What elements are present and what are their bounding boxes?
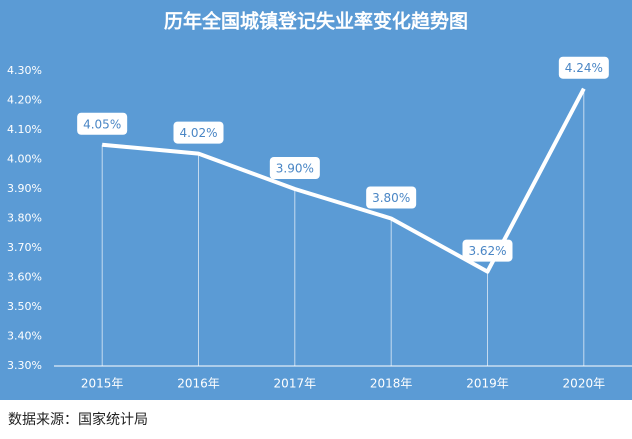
chart-title: 历年全国城镇登记失业率变化趋势图 [164, 10, 468, 33]
y-tick-label: 3.70% [7, 241, 42, 254]
value-label: 3.62% [468, 244, 506, 258]
label-box [173, 121, 224, 144]
x-tick-label: 2019年 [466, 377, 509, 391]
y-tick-label: 3.30% [7, 359, 42, 372]
value-label: 3.80% [372, 191, 410, 205]
y-tick-label: 3.50% [7, 300, 42, 313]
x-tick-label: 2018年 [370, 377, 413, 391]
x-tick-label: 2016年 [177, 377, 220, 391]
x-tick-label: 2015年 [81, 377, 124, 391]
value-label: 4.24% [565, 61, 603, 75]
label-box [366, 186, 417, 209]
source-note: 数据来源：国家统计局 [8, 411, 148, 428]
y-tick-label: 4.00% [7, 153, 42, 166]
y-tick-label: 3.80% [7, 212, 42, 225]
x-tick-label: 2017年 [274, 377, 317, 391]
value-label: 4.05% [83, 117, 121, 131]
label-box [462, 239, 513, 262]
y-tick-label: 3.60% [7, 271, 42, 284]
label-box [269, 157, 320, 179]
y-tick-label: 4.20% [7, 94, 42, 107]
y-tick-label: 3.40% [7, 330, 42, 343]
y-tick-label: 4.30% [7, 64, 42, 77]
y-tick-label: 4.10% [7, 123, 42, 136]
label-box [558, 56, 609, 79]
value-label: 4.02% [179, 126, 217, 140]
y-tick-label: 3.90% [7, 182, 42, 195]
footer-background [0, 400, 632, 439]
value-label: 3.90% [276, 162, 314, 176]
label-box [77, 112, 128, 135]
x-tick-label: 2020年 [563, 377, 606, 391]
chart-background [0, 0, 632, 400]
